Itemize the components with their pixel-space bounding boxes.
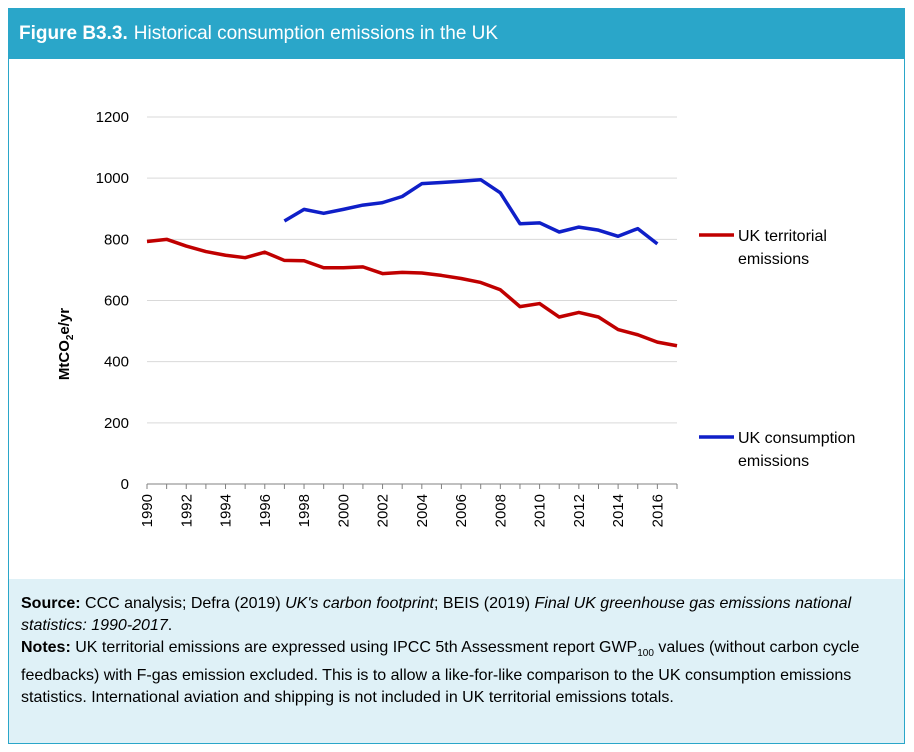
y-tick-label: 1200 [96,109,129,126]
x-tick-label: 2000 [335,494,352,527]
y-tick-label: 400 [104,354,129,371]
source-italic-1: UK's carbon footprint [285,595,434,612]
y-tick-label: 800 [104,231,129,248]
source-text-2: ; BEIS (2019) [434,595,535,612]
source-paragraph: Source: CCC analysis; Defra (2019) UK's … [21,593,892,637]
source-label: Source: [21,595,81,612]
x-tick-labels: 1990 1992 1994 1996 1998 2000 2002 2004 2006 2008… [139,484,678,527]
y-tick-label: 600 [104,293,129,310]
series-line-0 [146,237,678,348]
figure-title: Historical consumption emissions in the … [133,23,499,44]
y-tick-labels: 0 200 400 600 800 1000 1200 [96,109,129,493]
x-tick-label: 2010 [532,494,549,527]
figure-header: Figure B3.3. Historical consumption emis… [9,9,904,59]
legend-label-1-line1: UK consumption [738,430,855,447]
legend-label-0-line2: emissions [738,251,809,268]
gridlines [147,116,677,485]
x-tick-label: 1998 [296,494,313,527]
y-axis-label: MtCO2e/yr [56,308,76,380]
legend: UK territorial emissions UK consumption emi… [699,228,855,470]
legend-label-1-line2: emissions [738,453,809,470]
x-tick-label: 2006 [453,494,470,527]
x-tick-label: 2008 [492,494,509,527]
notes-text-2: values (without carbon cycle feedbacks) … [21,639,860,707]
legend-label-0-line1: UK territorial [738,228,827,245]
x-tick-label: 2004 [414,494,431,527]
x-tick-label: 1992 [178,494,195,527]
notes-text-1: UK territorial emissions are expressed u… [70,639,638,656]
series-lines [146,177,678,348]
y-tick-label: 1000 [96,170,129,187]
y-tick-label: 0 [121,476,129,493]
figure-label: Figure B3.3. [19,23,128,44]
figure-frame: Figure B3.3. Historical consumption emis… [8,8,905,744]
source-italic-2: Final UK greenhouse gas emissions nation… [21,595,852,634]
x-tick-label: 2012 [571,494,588,527]
notes-box: Source: CCC analysis; Defra (2019) UK's … [9,579,904,743]
x-tick-label: 1994 [218,494,235,527]
source-text-1: CCC analysis; Defra (2019) [80,595,286,612]
notes-label: Notes: [21,639,71,656]
x-tick-label: 2016 [649,494,666,527]
series-line-1 [283,177,659,246]
notes-subscript: 100 [637,648,654,660]
source-text-3: . [167,617,173,634]
x-tick-label: 2002 [375,494,392,527]
chart-area: 0 200 400 600 800 1000 1200 1990 1992 1994 1996 19… [9,59,904,587]
x-tick-label: 1996 [257,494,274,527]
x-tick-label: 1990 [139,494,156,527]
y-tick-label: 200 [104,415,129,432]
notes-paragraph: Notes: UK territorial emissions are expr… [21,637,892,709]
x-tick-label: 2014 [610,494,627,527]
